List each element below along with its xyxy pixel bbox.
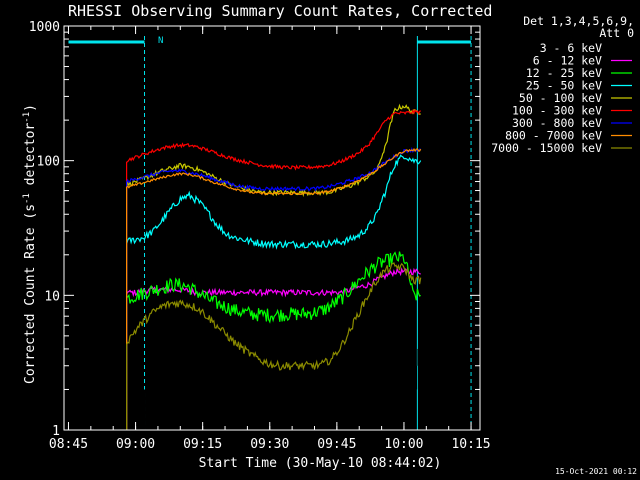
- legend-label: 12 - 25 keV: [526, 66, 602, 80]
- y-tick-label: 100: [37, 155, 60, 170]
- series-3-6-kev-burst-3: [403, 335, 432, 390]
- x-tick-label: 08:45: [49, 437, 88, 452]
- plot-area: [68, 36, 472, 430]
- legend-label: 3 - 6 keV: [540, 41, 602, 55]
- series-line-25-50kev: [125, 154, 422, 430]
- series-3-6-kev-burst-2: [363, 365, 404, 430]
- x-axis-label: Start Time (30-May-10 08:44:02): [199, 456, 442, 471]
- series-line-7000-15000kev: [125, 262, 422, 430]
- legend-header-line-2: Att 0: [599, 26, 634, 40]
- x-tick-label: 09:30: [250, 437, 289, 452]
- axes: 08:45 09:00 09:15 09:30 09:45 10:00 10:15 1 10 10…: [29, 20, 491, 452]
- x-tick-label: 09:45: [317, 437, 356, 452]
- series-3-6-kev-burst-0: [143, 389, 188, 430]
- legend-header-line-1: Det 1,3,4,5,6,9,: [523, 14, 634, 28]
- y-axis-label-end: ): [23, 104, 38, 112]
- series-line-12-25kev: [125, 251, 421, 430]
- series-line-100-300kev: [125, 109, 421, 430]
- y-axis-label-sup1: -1: [22, 193, 32, 204]
- x-tick-label: 10:00: [384, 437, 423, 452]
- y-axis-label-main: Corrected Count Rate (s: [23, 204, 38, 384]
- legend-label: 800 - 7000 keV: [505, 129, 602, 143]
- night-marker-label: N: [158, 36, 163, 46]
- x-tick-label: 10:15: [451, 437, 490, 452]
- legend-label: 300 - 800 keV: [512, 116, 602, 130]
- y-tick-label: 1: [52, 424, 60, 439]
- y-axis-label-mid: detector: [23, 123, 38, 194]
- y-axis-label: Corrected Count Rate (s-1 detector-1): [22, 104, 38, 384]
- y-tick-label: 1000: [29, 20, 60, 35]
- chart-title: RHESSI Observing Summary Count Rates, Co…: [68, 2, 492, 20]
- y-tick-label: 10: [44, 289, 60, 304]
- timestamp: 15-Oct-2021 00:12: [555, 467, 637, 476]
- legend-label: 100 - 300 keV: [512, 104, 602, 118]
- legend-label: 50 - 100 keV: [519, 91, 602, 105]
- x-tick-label: 09:00: [116, 437, 155, 452]
- legend-label: 6 - 12 keV: [533, 54, 602, 68]
- x-tick-label: 09:15: [183, 437, 222, 452]
- series-3-6-kev-burst-1: [190, 389, 223, 430]
- legend-label: 25 - 50 keV: [526, 79, 602, 93]
- series-line-800-7000kev: [125, 147, 422, 430]
- plot-frame: [63, 25, 481, 431]
- legend-label: 7000 - 15000 keV: [491, 141, 602, 155]
- y-axis-label-sup2: -1: [22, 112, 32, 123]
